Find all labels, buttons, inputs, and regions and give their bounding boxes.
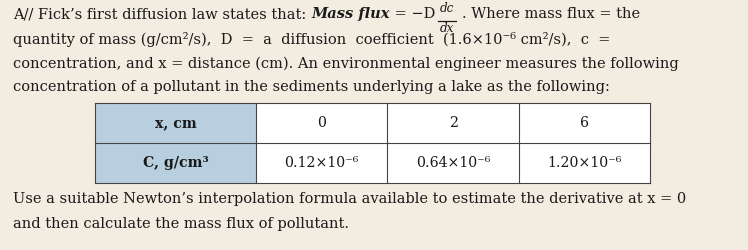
Polygon shape [256, 103, 387, 143]
Polygon shape [387, 143, 519, 183]
Text: Mass flux: Mass flux [311, 7, 390, 21]
Text: dx: dx [440, 22, 454, 35]
Text: x, cm: x, cm [155, 116, 196, 130]
Text: A// Fick’s first diffusion law states that:: A// Fick’s first diffusion law states th… [13, 7, 311, 21]
Text: 6: 6 [580, 116, 589, 130]
Text: . Where mass flux = the: . Where mass flux = the [462, 7, 640, 21]
Text: C, g/cm³: C, g/cm³ [143, 156, 208, 170]
Polygon shape [95, 103, 256, 143]
Polygon shape [256, 143, 387, 183]
Text: concentration, and x = distance (cm). An environmental engineer measures the fol: concentration, and x = distance (cm). An… [13, 57, 679, 72]
Polygon shape [387, 103, 519, 143]
Text: 0.12×10⁻⁶: 0.12×10⁻⁶ [284, 156, 359, 170]
Text: 2: 2 [449, 116, 458, 130]
Text: dc: dc [440, 2, 454, 16]
Text: 0: 0 [317, 116, 326, 130]
Text: Use a suitable Newton’s interpolation formula available to estimate the derivati: Use a suitable Newton’s interpolation fo… [13, 192, 687, 206]
Text: concentration of a pollutant in the sediments underlying a lake as the following: concentration of a pollutant in the sedi… [13, 80, 610, 94]
Polygon shape [519, 143, 650, 183]
Polygon shape [95, 143, 256, 183]
Text: and then calculate the mass flux of pollutant.: and then calculate the mass flux of poll… [13, 217, 349, 231]
Text: 1.20×10⁻⁶: 1.20×10⁻⁶ [548, 156, 622, 170]
Text: 0.64×10⁻⁶: 0.64×10⁻⁶ [416, 156, 491, 170]
Text: quantity of mass (g/cm²/s),  D  =  a  diffusion  coefficient  (1.6×10⁻⁶ cm²/s), : quantity of mass (g/cm²/s), D = a diffus… [13, 32, 611, 47]
Polygon shape [519, 103, 650, 143]
Text: dc: dc [440, 2, 454, 16]
Text: = −D: = −D [390, 7, 440, 21]
